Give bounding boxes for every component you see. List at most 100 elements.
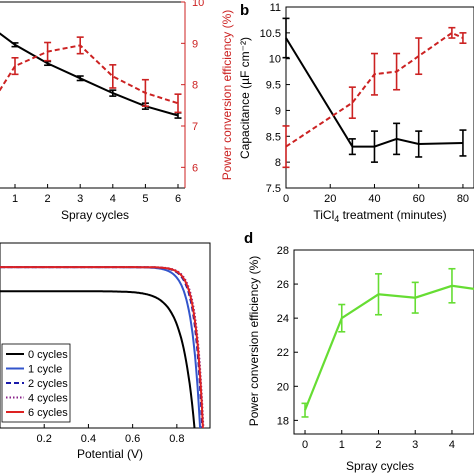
panel-d-frame	[293, 249, 474, 435]
panel-d-x-ticks: 0 1 2 3 4	[302, 430, 455, 451]
panel-a-x-tick-label: 2	[45, 193, 51, 205]
panel-d-ylabel: Power conversion efficiency (%)	[247, 256, 261, 427]
panel-c-legend-box	[1, 343, 71, 423]
panel-d-y-tick-label: 24	[277, 313, 289, 325]
panel-b-series-1-errorbar	[282, 125, 290, 169]
panel-a: 1 2 3 4 5 6 6 7 8 9 10 Spray cycles Power convers…	[0, 0, 234, 222]
panel-c-frame	[0, 242, 211, 429]
panel-a-series-0-line	[0, 32, 179, 117]
panel-d-x-tick-label: 3	[412, 439, 418, 451]
panel-d-y-tick-label: 22	[277, 347, 289, 359]
panel-b-marks	[282, 17, 467, 169]
panel-c-x-tick-label: 0.6	[125, 433, 140, 445]
panel-a-x-tick-label: 1	[12, 193, 18, 205]
panel-b-letter: b	[240, 2, 249, 19]
panel-a-series-1-errorbar	[109, 64, 117, 89]
panel-a-series-0-errorbar	[44, 60, 52, 67]
panel-a-series-1-errorbar	[76, 36, 84, 55]
panel-b-y-tick-label: 11	[270, 2, 281, 14]
panel-a-right-tick-label: 9	[192, 38, 198, 50]
panel-d-y-ticks: 18 20 22 24 26 28	[277, 245, 298, 427]
panel-c-legend-label: 1 cycle	[28, 364, 62, 376]
panel-a-series-0-errorbar	[76, 75, 84, 82]
panel-b-frame	[285, 6, 474, 189]
panel-c-x-tick-label: 0.2	[37, 433, 52, 445]
panel-d-xlabel: Spray cycles	[346, 459, 414, 473]
panel-b-series-1-errorbar	[448, 26, 456, 39]
panel-b-series-1-errorbar	[415, 37, 423, 76]
panel-d-y-tick-label: 28	[277, 245, 289, 257]
panel-d-x-tick-label: 2	[375, 439, 381, 451]
panel-b-y-tick-label: 9.5	[266, 80, 281, 92]
panel-b-x-tick-label: 40	[368, 193, 380, 205]
panel-b-series-1-errorbar	[370, 52, 378, 96]
panel-b-y-tick-label: 9	[275, 105, 281, 117]
panel-a-series-1-errorbar	[174, 93, 182, 114]
panel-a-right-ticks: 6 7 8 9 10	[181, 0, 204, 174]
panel-d-series-0-line	[303, 284, 474, 411]
panel-c-x-tick-label: 0.8	[169, 433, 184, 445]
panel-b-series-0-errorbar	[370, 130, 378, 163]
panel-b-series-1-errorbar	[348, 86, 356, 119]
panel-a-marks	[0, 32, 182, 119]
panel-b-series-0-errorbar	[348, 138, 356, 156]
panel-c-marks	[0, 266, 205, 429]
panel-c-x-tick-label: 0.4	[81, 433, 96, 445]
panel-d-y-tick-label: 18	[277, 415, 289, 427]
panel-c-legend-label: 6 cycles	[28, 407, 68, 419]
panel-b-y-tick-label: 7.5	[266, 183, 281, 195]
panel-c-legend-label: 2 cycles	[28, 378, 68, 390]
panel-d-x-tick-label: 0	[302, 439, 308, 451]
panel-d-series-0-errorbar	[374, 273, 382, 316]
panel-c-xlabel: Potential (V)	[77, 447, 143, 461]
panel-a-x-tick-label: 4	[110, 193, 116, 205]
panel-b-y-tick-label: 8	[275, 157, 281, 169]
panel-a-right-ylabel: Power conversion efficiency (%)	[220, 10, 234, 181]
panel-a-x-ticks: 1 2 3 4 5 6	[12, 184, 181, 205]
panel-d-letter: d	[244, 230, 253, 247]
panel-d-y-tick-label: 20	[277, 381, 289, 393]
panel-b-ylabel: Capacitance (µF cm⁻²)	[238, 37, 252, 159]
panel-a-series-1-errorbar	[141, 78, 149, 107]
panel-b-y-tick-label: 8.5	[266, 131, 281, 143]
panel-a-x-tick-label: 3	[77, 193, 83, 205]
panel-b-xlabel: TiCl4 treatment (minutes)	[313, 208, 446, 224]
panel-a-right-tick-label: 8	[192, 80, 198, 92]
panel-b-x-tick-label: 0	[283, 193, 289, 205]
panel-a-series-1-errorbar	[44, 41, 52, 62]
panel-c-legend-label: 0 cycles	[28, 349, 68, 361]
panel-b-series-1-errorbar	[459, 32, 467, 45]
panel-b-y-tick-label: 10.5	[260, 28, 281, 40]
panel-b-series-0-errorbar	[282, 17, 290, 59]
panel-d-series-0-errorbar	[338, 303, 346, 333]
panel-c-curve-4	[0, 266, 204, 429]
panel-b-x-ticks: 0 20 40 60 80	[283, 184, 469, 205]
panel-a-series-0-errorbar	[109, 89, 117, 97]
panel-b-y-ticks: 7.5 8 8.5 9 9.5 10 10.5 11	[260, 2, 290, 195]
panel-c-legend: 0 cycles 1 cycle 2 cycles 4 cycles 6 cycles	[1, 343, 71, 423]
panel-b-series-0-errorbar	[459, 129, 467, 157]
panel-b-series-0-errorbar	[393, 122, 401, 156]
panel-b-series-0-line	[285, 37, 463, 148]
panel-d-y-tick-label: 26	[277, 279, 289, 291]
panel-b-series-0-errorbar	[415, 130, 423, 158]
panel-a-series-0-errorbar	[11, 42, 19, 48]
panel-c-legend-label: 4 cycles	[28, 393, 68, 405]
panel-d-series-0-errorbar	[448, 267, 456, 304]
panel-b-x-tick-label: 60	[413, 193, 425, 205]
panel-a-x-tick-label: 6	[175, 193, 181, 205]
panel-d-marks	[301, 267, 474, 418]
panel-a-xlabel: Spray cycles	[61, 208, 129, 222]
panel-d: d 18 20 22 24 26 28 0 1 2 3 4 Spray cycles Power …	[244, 230, 474, 473]
panel-c-curve-0	[0, 290, 196, 429]
panel-d-series-0-errorbar	[411, 281, 419, 314]
panel-c-x-ticks: 0.2 0.4 0.6 0.8	[37, 424, 184, 445]
panel-b-series-1-errorbar	[393, 52, 401, 91]
panel-d-x-tick-label: 4	[449, 439, 455, 451]
panel-a-right-tick-label: 6	[192, 162, 198, 174]
panel-d-x-tick-label: 1	[339, 439, 345, 451]
panel-a-series-1-errorbar	[11, 56, 19, 76]
panel-b-x-tick-label: 80	[457, 193, 469, 205]
panel-c: 0.2 0.4 0.6 0.8 0 cycles 1 cycle 2 cycles 4 cy…	[0, 242, 211, 461]
